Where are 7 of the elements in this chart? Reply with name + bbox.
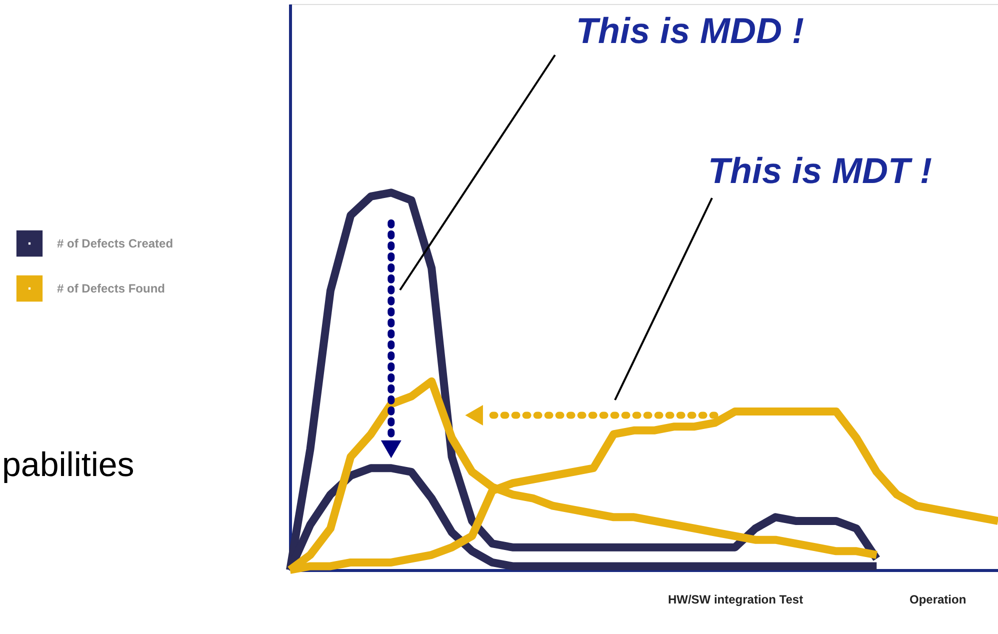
legend-label: # of Defects Created [57,236,174,250]
legend-label: # of Defects Found [57,282,166,296]
x-tick-label: HW/SW integration Test [668,592,804,606]
text: This is MDT ! [708,150,932,191]
text: pabilities [2,446,134,484]
x-tick-label: Operation [909,592,966,606]
text: This is MDD ! [576,10,804,51]
